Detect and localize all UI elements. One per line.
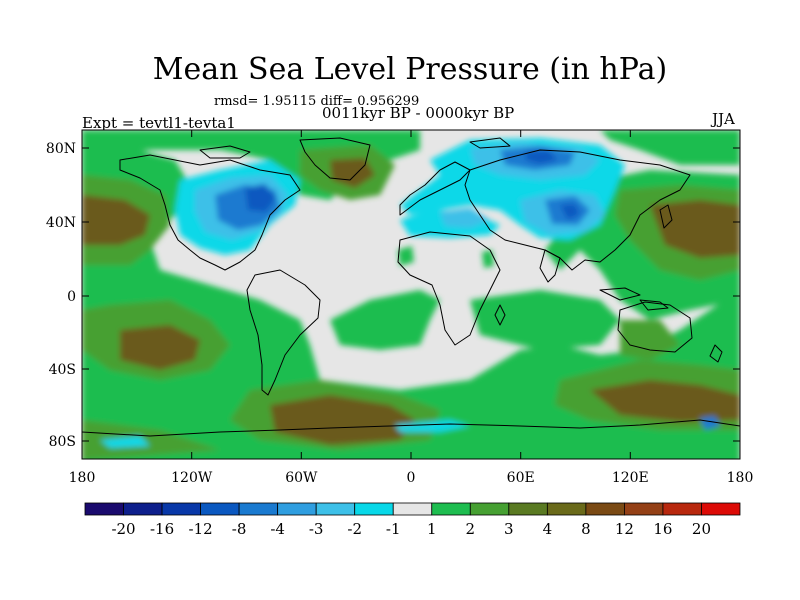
colorbar-label: -20 <box>111 520 135 538</box>
lat-tick-label: 80N <box>46 141 76 157</box>
colorbar-label: -3 <box>309 520 324 538</box>
colorbar-label: -2 <box>347 520 362 538</box>
experiment-label: Expt = tevtl1-tevta1 <box>82 114 236 132</box>
colorbar-label: 1 <box>427 520 437 538</box>
lon-tick-label: 120W <box>171 470 213 486</box>
colorbar-swatch <box>354 502 394 516</box>
colorbar-swatch <box>701 502 741 516</box>
colorbar-swatch <box>200 502 240 516</box>
coastlines <box>82 137 740 437</box>
colorbar-label: -4 <box>270 520 285 538</box>
lon-tick-label: 180 <box>69 470 96 486</box>
pressure-field <box>82 130 740 459</box>
colorbar-label: 2 <box>466 520 476 538</box>
colorbar-swatch <box>624 502 664 516</box>
colorbar-swatch <box>161 502 201 516</box>
lon-tick-label: 180 <box>727 470 754 486</box>
colorbar-label: 12 <box>615 520 634 538</box>
latitude-tick-marks <box>82 147 740 442</box>
colorbar-swatch <box>508 502 548 516</box>
colorbar-swatch <box>84 502 124 516</box>
positive-anomaly-3-8 <box>82 158 740 445</box>
lon-tick-label: 120E <box>612 470 649 486</box>
lat-tick-label: 40N <box>46 215 76 231</box>
lat-tick-label: 40S <box>49 362 76 378</box>
colorbar-label: 20 <box>692 520 711 538</box>
chart-title: Mean Sea Level Pressure (in hPa) <box>152 52 668 87</box>
colorbar-label: -1 <box>386 520 401 538</box>
colorbar-swatch <box>392 502 433 516</box>
lon-tick-label: 0 <box>407 470 416 486</box>
colorbar-swatch <box>585 502 625 516</box>
colorbar-label: -12 <box>189 520 213 538</box>
colorbar-swatch <box>431 502 471 516</box>
colorbar-swatch <box>315 502 356 516</box>
lat-tick-label: 0 <box>67 289 76 305</box>
season-label: JJA <box>712 110 735 128</box>
colorbar-label: 3 <box>504 520 514 538</box>
colorbar-labels: -20 -16 -12 -8 -4 -3 -2 -1 1 2 3 4 8 12 16 20 <box>111 520 711 538</box>
colorbar-swatch <box>238 502 279 516</box>
rmsd-diff-stats: rmsd= 1.95115 diff= 0.956299 <box>214 94 420 109</box>
colorbar-swatch <box>469 502 510 516</box>
colorbar-label: 8 <box>581 520 591 538</box>
time-period-subtitle: 0011kyr BP - 0000kyr BP <box>322 104 515 122</box>
lon-tick-label: 60W <box>285 470 318 486</box>
colorbar-swatch <box>662 502 702 516</box>
colorbar-label: 4 <box>543 520 553 538</box>
latitude-tick-labels: 80N 40N 0 40S 80S <box>46 141 76 450</box>
lat-tick-label: 80S <box>49 434 76 450</box>
colorbar <box>84 502 741 516</box>
colorbar-label: -16 <box>150 520 174 538</box>
lon-tick-label: 60E <box>507 470 535 486</box>
colorbar-swatch <box>123 502 163 516</box>
longitude-tick-marks <box>81 130 741 459</box>
colorbar-swatch <box>546 502 587 516</box>
colorbar-label: -8 <box>232 520 247 538</box>
colorbar-label: 16 <box>653 520 672 538</box>
negative-anomaly-4-8 <box>245 150 580 220</box>
longitude-tick-labels: 180 120W 60W 0 60E 120E 180 <box>69 470 754 486</box>
colorbar-swatch <box>277 502 317 516</box>
